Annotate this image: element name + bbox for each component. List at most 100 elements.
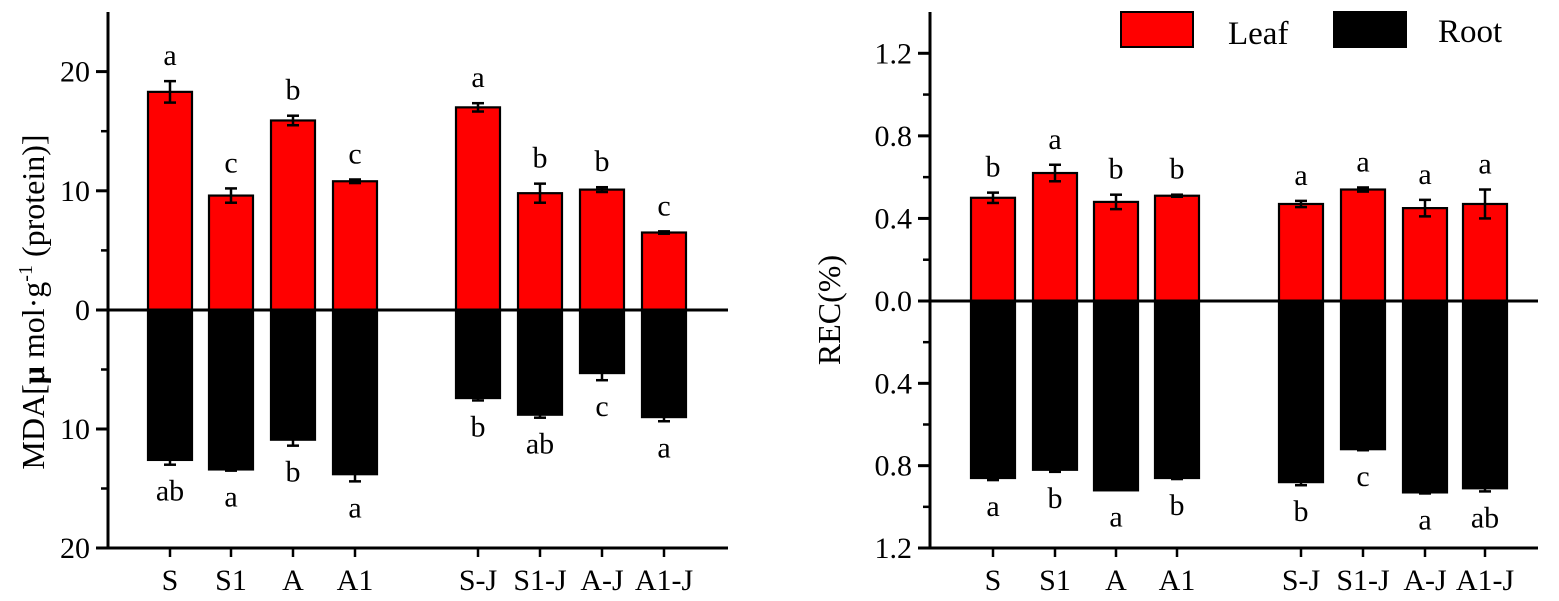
significance-letter-leaf: c	[348, 137, 361, 170]
significance-letter-root: b	[1170, 489, 1185, 522]
significance-letter-root: a	[1418, 503, 1431, 536]
bar-leaf	[969, 196, 1017, 303]
y-tick-label: 10	[60, 175, 90, 208]
bar-root	[1031, 299, 1079, 471]
legend: Leaf Root	[1120, 11, 1502, 52]
legend-label-root: Root	[1438, 14, 1502, 50]
bar-root	[1153, 299, 1201, 480]
y-tick-label: 1.2	[875, 37, 913, 70]
category-label: S1	[215, 564, 247, 597]
bar-leaf	[269, 119, 317, 312]
bar-leaf	[146, 90, 194, 312]
bar-root	[269, 308, 317, 441]
significance-letter-root: ab	[526, 428, 554, 461]
significance-letter-root: ab	[156, 475, 184, 508]
y-tick-label: 10	[60, 413, 90, 446]
category-label: A-J	[1403, 564, 1447, 597]
legend-label-leaf: Leaf	[1228, 16, 1288, 52]
significance-letter-root: a	[657, 431, 670, 464]
significance-letter-root: a	[348, 491, 361, 524]
significance-letter-leaf: a	[1478, 148, 1491, 181]
y-tick-label: 0.8	[875, 450, 913, 483]
category-label: S-J	[1282, 564, 1321, 597]
significance-letter-leaf: a	[1048, 123, 1061, 156]
significance-letter-leaf: c	[224, 146, 237, 179]
bar-leaf	[1092, 200, 1140, 303]
bar-root	[640, 308, 688, 419]
y-axis-title: REC(%)	[811, 255, 847, 365]
category-label: S-J	[459, 564, 498, 597]
category-label: S	[162, 564, 179, 597]
y-tick-label: 20	[60, 56, 90, 89]
bar-leaf	[1277, 202, 1325, 303]
category-label: S1-J	[1336, 564, 1390, 597]
significance-letter-leaf: c	[657, 189, 670, 222]
category-label: A-J	[580, 564, 624, 597]
bar-root	[1092, 299, 1140, 492]
bar-root	[1401, 299, 1449, 494]
significance-letter-root: b	[286, 456, 301, 489]
y-tick-label: 0.4	[875, 367, 913, 400]
significance-letter-leaf: a	[471, 61, 484, 94]
significance-letter-leaf: a	[1356, 145, 1369, 178]
bar-root	[1461, 299, 1509, 490]
significance-letter-leaf: a	[163, 39, 176, 72]
significance-letter-leaf: a	[1294, 159, 1307, 192]
bar-root	[969, 299, 1017, 480]
bar-root	[331, 308, 379, 476]
bar-leaf	[1339, 188, 1387, 303]
category-label: A	[282, 564, 304, 597]
y-tick-label: 0.8	[875, 120, 913, 153]
category-label: S1-J	[513, 564, 567, 597]
y-tick-label: 0.0	[875, 285, 913, 318]
significance-letter-root: a	[224, 481, 237, 514]
legend-swatch-leaf	[1120, 11, 1194, 48]
bar-leaf	[578, 188, 626, 312]
significance-letter-root: b	[471, 410, 486, 443]
significance-letter-leaf: a	[1418, 158, 1431, 191]
bar-root	[207, 308, 255, 471]
significance-letter-root: b	[1048, 482, 1063, 515]
category-label: A1	[1159, 564, 1196, 597]
bar-root	[578, 308, 626, 375]
bar-leaf	[454, 106, 502, 312]
legend-swatch-root	[1333, 11, 1407, 48]
significance-letter-leaf: b	[986, 151, 1001, 184]
bar-root	[516, 308, 564, 416]
mda-chart: MDA[μ mol·g-1 (protein)] aabScaS1bbAcaA1…	[15, 12, 728, 597]
y-tick-label: 0	[75, 294, 90, 327]
bar-leaf	[516, 192, 564, 312]
significance-letter-root: a	[1109, 500, 1122, 533]
bar-leaf	[1153, 194, 1201, 303]
bar-root	[1339, 299, 1387, 451]
category-label: A1-J	[635, 564, 694, 597]
bar-leaf	[1031, 171, 1079, 303]
bar-leaf	[331, 180, 379, 312]
significance-letter-root: c	[1356, 460, 1369, 493]
significance-letter-root: b	[1294, 495, 1309, 528]
category-label: A	[1105, 564, 1127, 597]
significance-letter-leaf: b	[533, 142, 548, 175]
y-tick-label: 0.4	[875, 202, 913, 235]
significance-letter-root: c	[595, 390, 608, 423]
bar-root	[454, 308, 502, 400]
significance-letter-leaf: b	[1109, 153, 1124, 186]
category-label: S	[985, 564, 1002, 597]
bar-leaf	[207, 194, 255, 312]
rec-chart: REC(%) baSabS1baAbbA1abS-JacS1-JaaA-Jaab…	[811, 12, 1538, 597]
category-label: S1	[1039, 564, 1071, 597]
significance-letter-root: a	[986, 490, 999, 523]
bar-leaf	[1401, 207, 1449, 303]
category-label: A1	[337, 564, 374, 597]
significance-letter-leaf: b	[286, 74, 301, 107]
category-label: A1-J	[1456, 564, 1515, 597]
y-tick-label: 1.2	[875, 532, 913, 565]
significance-letter-leaf: b	[595, 145, 610, 178]
bar-root	[1277, 299, 1325, 484]
significance-letter-leaf: b	[1170, 153, 1185, 186]
y-tick-label: 20	[60, 532, 90, 565]
bar-root	[146, 308, 194, 462]
significance-letter-root: ab	[1471, 501, 1499, 534]
y-axis-title: MDA[μ mol·g-1 (protein)]	[15, 134, 51, 469]
